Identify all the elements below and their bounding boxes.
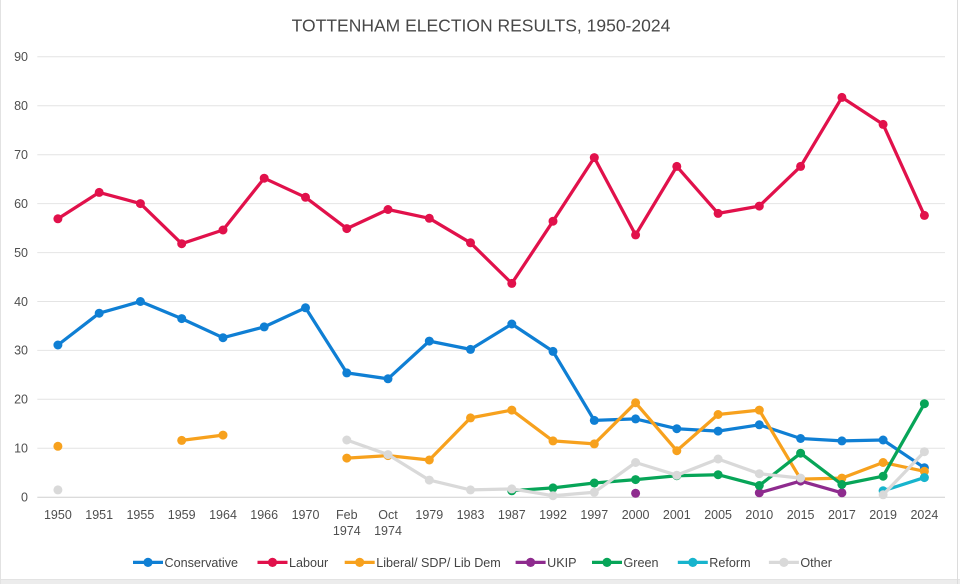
svg-text:1992: 1992 — [539, 508, 567, 522]
svg-text:50: 50 — [14, 246, 28, 260]
svg-text:1983: 1983 — [457, 508, 485, 522]
svg-text:80: 80 — [14, 99, 28, 113]
svg-text:2015: 2015 — [787, 508, 815, 522]
svg-text:1951: 1951 — [85, 508, 113, 522]
svg-text:Oct: Oct — [378, 508, 398, 522]
svg-text:Green: Green — [624, 556, 659, 570]
svg-text:Reform: Reform — [709, 556, 750, 570]
svg-text:1997: 1997 — [580, 508, 608, 522]
svg-text:UKIP: UKIP — [547, 556, 576, 570]
svg-text:2017: 2017 — [828, 508, 856, 522]
svg-text:2001: 2001 — [663, 508, 691, 522]
svg-text:2005: 2005 — [704, 508, 732, 522]
svg-text:Other: Other — [800, 556, 832, 570]
svg-text:70: 70 — [14, 148, 28, 162]
svg-text:TOTTENHAM ELECTION RESULTS, 19: TOTTENHAM ELECTION RESULTS, 1950-2024 — [292, 16, 671, 36]
svg-text:1974: 1974 — [333, 524, 361, 538]
svg-text:Conservative: Conservative — [165, 556, 239, 570]
svg-text:Labour: Labour — [289, 556, 328, 570]
svg-text:30: 30 — [14, 344, 28, 358]
svg-text:1974: 1974 — [374, 524, 402, 538]
svg-text:1966: 1966 — [250, 508, 278, 522]
svg-text:1987: 1987 — [498, 508, 526, 522]
svg-text:1955: 1955 — [126, 508, 154, 522]
svg-text:90: 90 — [14, 50, 28, 64]
svg-text:Feb: Feb — [336, 508, 358, 522]
svg-text:2000: 2000 — [622, 508, 650, 522]
svg-text:2010: 2010 — [745, 508, 773, 522]
svg-text:1964: 1964 — [209, 508, 237, 522]
svg-text:40: 40 — [14, 295, 28, 309]
svg-text:60: 60 — [14, 197, 28, 211]
svg-text:20: 20 — [14, 393, 28, 407]
svg-text:Liberal/ SDP/ Lib Dem: Liberal/ SDP/ Lib Dem — [376, 556, 501, 570]
svg-text:0: 0 — [21, 491, 28, 505]
svg-text:2019: 2019 — [869, 508, 897, 522]
svg-text:2024: 2024 — [910, 508, 938, 522]
svg-text:10: 10 — [14, 442, 28, 456]
svg-text:1970: 1970 — [292, 508, 320, 522]
svg-text:1959: 1959 — [168, 508, 196, 522]
svg-text:1979: 1979 — [415, 508, 443, 522]
svg-text:1950: 1950 — [44, 508, 72, 522]
